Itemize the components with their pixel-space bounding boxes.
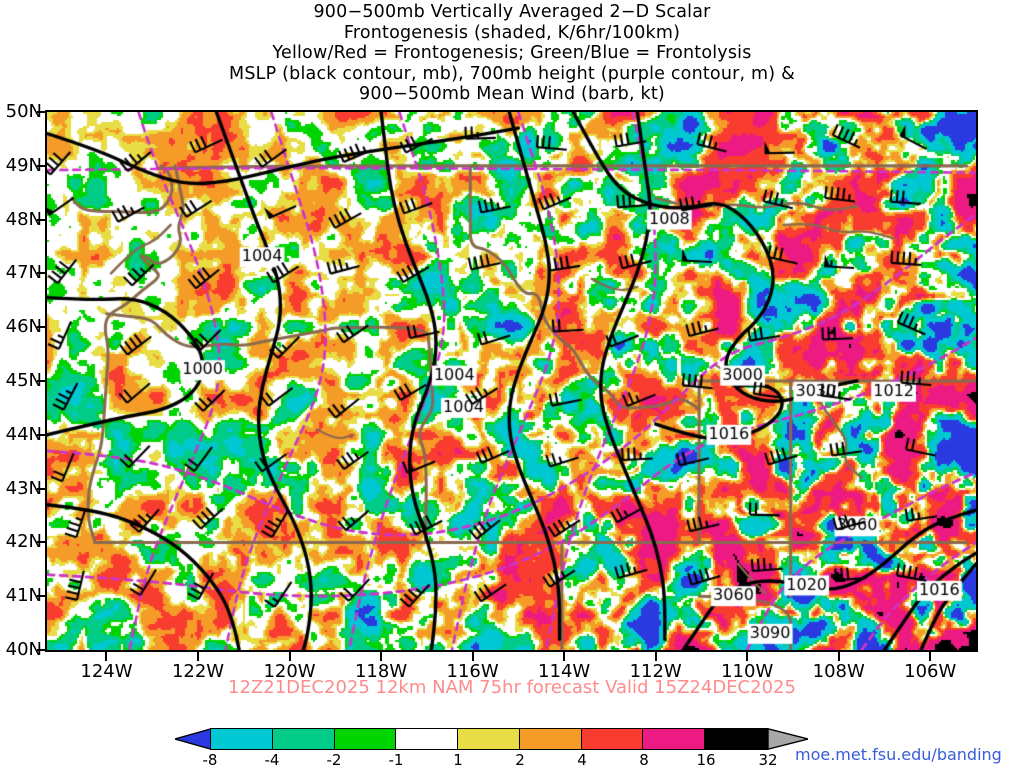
lat-label-45N: 45N <box>5 370 42 391</box>
lat-tick-48N <box>37 218 46 221</box>
lat-tick-43N <box>37 487 46 490</box>
lon-tick-108W <box>837 652 840 661</box>
title-line-2: Frontogenesis (shaded, K/6hr/100km) <box>343 22 681 43</box>
lon-label-106W: 106W <box>904 661 957 682</box>
lon-tick-110W <box>746 652 749 661</box>
colorbar-tick-4: 4 <box>577 751 587 769</box>
lat-label-48N: 48N <box>5 208 42 230</box>
colorbar-under-arrow-icon <box>175 728 211 750</box>
lon-label-124W: 124W <box>80 661 133 682</box>
colorbar-segment-5 <box>519 729 582 749</box>
title-line-5: 900−500mb Mean Wind (barb, kt) <box>359 84 665 104</box>
colorbar-tick--2: -2 <box>326 751 342 769</box>
lon-tick-116W <box>471 652 474 661</box>
lon-label-122W: 122W <box>171 661 225 682</box>
colorbar-segment-6 <box>581 729 644 749</box>
colorbar-segment-7 <box>643 729 706 749</box>
frontogenesis-map-canvas <box>47 112 976 650</box>
lon-tick-114W <box>563 652 566 661</box>
lon-tick-118W <box>380 652 383 661</box>
lat-tick-50N <box>37 111 46 113</box>
colorbar-segment-0 <box>211 729 273 749</box>
colorbar-tick-32: 32 <box>758 751 778 769</box>
lon-tick-106W <box>929 652 932 661</box>
lon-tick-120W <box>288 652 291 661</box>
lat-tick-41N <box>37 595 46 598</box>
lat-tick-44N <box>37 433 46 436</box>
lat-label-50N: 50N <box>5 101 42 122</box>
lon-label-116W: 116W <box>446 661 499 682</box>
lat-tick-47N <box>37 272 46 275</box>
title-line-4: MSLP (black contour, mb), 700mb height (… <box>229 63 795 84</box>
colorbar-tick-16: 16 <box>696 751 716 769</box>
lon-label-120W: 120W <box>263 661 316 682</box>
colorbar-segment-8 <box>705 729 768 749</box>
title-line-3: Yellow/Red = Frontogenesis; Green/Blue =… <box>272 43 752 63</box>
lat-label-43N: 43N <box>5 477 42 499</box>
lon-label-118W: 118W <box>354 661 408 682</box>
colorbar-segments <box>210 728 768 750</box>
colorbar-segment-2 <box>334 729 397 749</box>
lon-label-114W: 114W <box>538 661 591 682</box>
lon-tick-122W <box>197 652 200 661</box>
lat-label-44N: 44N <box>5 423 42 445</box>
colorbar-over-arrow-icon <box>768 728 808 750</box>
lat-tick-42N <box>37 541 46 544</box>
lat-label-49N: 49N <box>5 154 42 176</box>
colorbar-segment-1 <box>272 729 335 749</box>
colorbar-tick-2: 2 <box>515 751 525 769</box>
colorbar-tick-8: 8 <box>639 751 649 769</box>
lat-label-42N: 42N <box>5 531 42 553</box>
colorbar: -8 -4 -2 -1 1 2 4 8 16 32 <box>175 726 808 769</box>
lat-tick-49N <box>37 164 46 167</box>
colorbar-tick--1: -1 <box>388 751 404 769</box>
lat-label-41N: 41N <box>5 585 42 607</box>
title-line-1: 900−500mb Vertically Averaged 2−D Scalar <box>313 2 711 22</box>
lat-label-46N: 46N <box>5 316 42 338</box>
source-watermark: moe.met.fsu.edu/banding <box>795 745 1002 764</box>
colorbar-tick--8: -8 <box>202 751 218 769</box>
map-plot-area <box>45 110 978 652</box>
lat-tick-45N <box>37 380 46 382</box>
lon-tick-112W <box>654 652 657 661</box>
colorbar-tick--4: -4 <box>264 751 280 769</box>
lon-label-112W: 112W <box>629 661 682 682</box>
colorbar-tick-1: 1 <box>453 751 463 769</box>
chart-title-block: 900−500mb Vertically Averaged 2−D Scalar… <box>0 2 1024 105</box>
lat-tick-40N <box>37 649 46 651</box>
colorbar-segment-3 <box>396 729 459 749</box>
lat-tick-46N <box>37 326 46 329</box>
colorbar-segment-4 <box>458 729 520 749</box>
forecast-caption: 12Z21DEC2025 12km NAM 75hr forecast Vali… <box>228 677 796 698</box>
lon-label-108W: 108W <box>812 661 865 682</box>
lon-label-110W: 110W <box>721 661 774 682</box>
lat-label-47N: 47N <box>5 262 42 284</box>
lat-label-40N: 40N <box>5 639 42 660</box>
lon-tick-124W <box>105 652 108 661</box>
